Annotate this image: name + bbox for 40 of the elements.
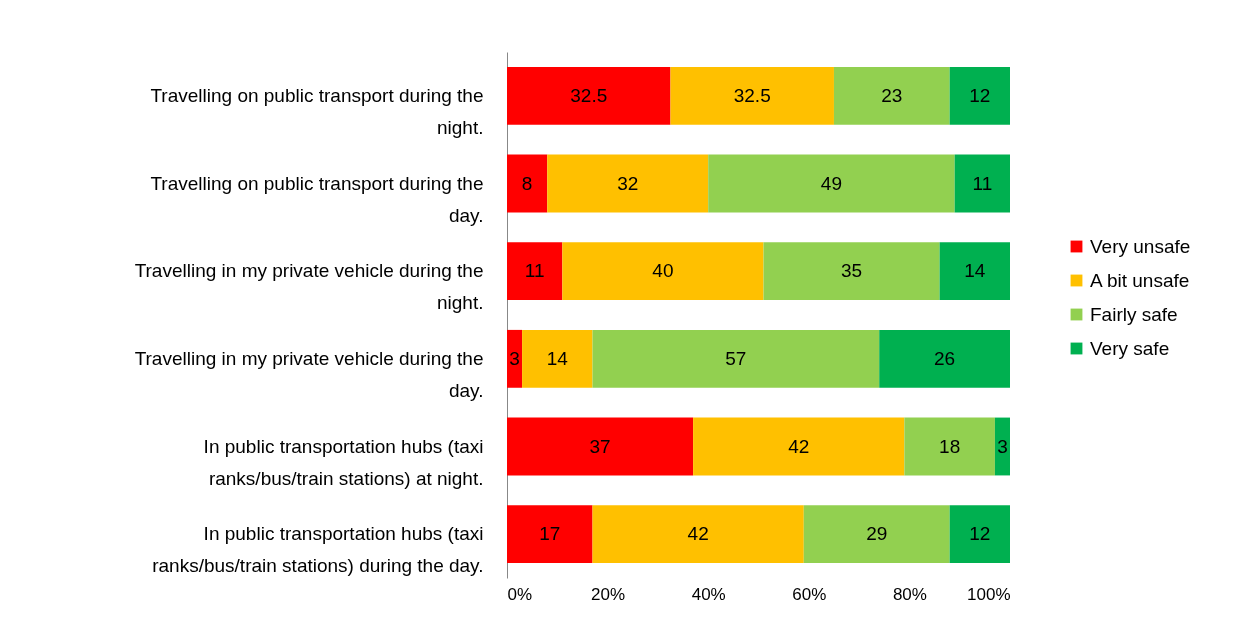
data-label: 3: [509, 347, 520, 369]
data-label: 32.5: [570, 84, 608, 106]
x-tick-label: 60%: [792, 584, 827, 604]
legend-label: Very unsafe: [1090, 235, 1191, 257]
data-label: 32.5: [733, 84, 771, 106]
data-label: 26: [934, 347, 956, 369]
data-label: 14: [546, 347, 569, 369]
data-label: 37: [589, 435, 611, 457]
data-label: 14: [964, 260, 986, 282]
data-label: 12: [969, 523, 991, 545]
y-tick-label: In public transportation hubs (taxi ranks/bus/train stations) at night.: [203, 435, 484, 489]
x-tick-label: 100%: [967, 584, 1011, 604]
x-tick-label: 20%: [591, 584, 626, 604]
y-tick-label: In public transportation hubs (taxi ranks/bus/train stations) during the day.: [152, 523, 484, 577]
data-label: 23: [881, 84, 903, 106]
legend-label: Very safe: [1090, 337, 1170, 359]
y-tick-label: Travelling on public transport during the night.: [150, 84, 484, 138]
data-label: 11: [972, 172, 993, 194]
y-tick-label: Travelling in my private vehicle during the night.: [134, 260, 484, 314]
data-label: 35: [840, 260, 863, 282]
data-label: 29: [866, 523, 888, 545]
data-label: 17: [539, 523, 561, 545]
y-tick-label: Travelling in my private vehicle during the day.: [134, 347, 484, 401]
data-label: 42: [687, 523, 709, 545]
data-label: 32: [617, 172, 639, 194]
x-tick-label: 0%: [507, 584, 533, 604]
data-label: 11: [524, 260, 545, 282]
data-label: 18: [939, 435, 961, 457]
data-label: 8: [521, 172, 533, 194]
data-label: 3: [997, 435, 1008, 457]
x-tick-label: 40%: [691, 584, 726, 604]
data-label: 12: [969, 84, 991, 106]
data-label: 57: [725, 347, 747, 369]
data-label: 40: [652, 260, 674, 282]
data-label: 42: [788, 435, 810, 457]
legend-label: A bit unsafe: [1090, 269, 1190, 291]
data-label: 49: [820, 172, 843, 194]
legend-label: Fairly safe: [1090, 303, 1178, 325]
x-tick-label: 80%: [892, 584, 927, 604]
y-tick-label: Travelling on public transport during the day.: [150, 172, 484, 226]
